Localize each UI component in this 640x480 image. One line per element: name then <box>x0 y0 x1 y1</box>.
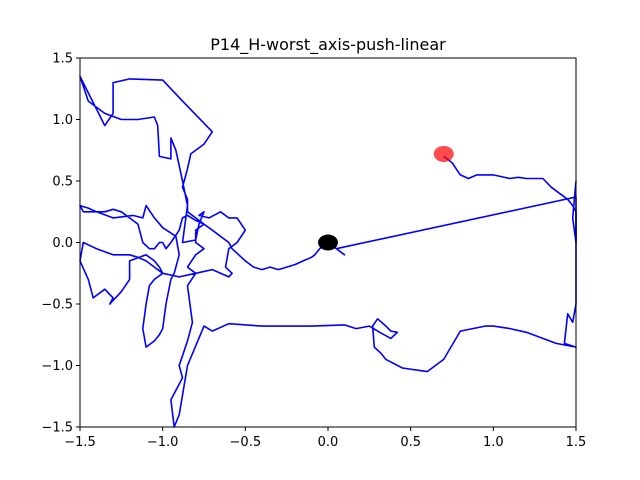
x-tick-label: 1.5 <box>566 435 587 450</box>
y-tick-label: −1.5 <box>41 421 73 436</box>
y-tick-label: 1.5 <box>52 52 73 67</box>
trajectory-line-2 <box>443 155 577 244</box>
x-tick-label: −1.5 <box>64 435 96 450</box>
start-marker <box>318 234 338 251</box>
x-tick-label: 0.0 <box>318 435 339 450</box>
chart-title: P14_H-worst_axis-push-linear <box>210 35 446 55</box>
x-tick-label: 0.5 <box>400 435 421 450</box>
x-axis: −1.5 −1.0 −0.5 0.0 0.5 1.0 1.5 <box>64 427 586 450</box>
y-tick-label: 1.0 <box>52 113 73 128</box>
y-tick-label: 0.0 <box>52 236 73 251</box>
goal-marker <box>433 145 454 162</box>
y-axis: 1.5 1.0 0.5 0.0 −0.5 −1.0 −1.5 <box>41 52 80 436</box>
x-tick-label: −1.0 <box>147 435 179 450</box>
trajectory-line-1 <box>79 75 577 428</box>
marker-layer <box>318 145 454 251</box>
x-tick-label: −0.5 <box>230 435 262 450</box>
y-tick-label: −1.0 <box>41 359 73 374</box>
trajectory-layer <box>79 75 577 428</box>
y-tick-label: 0.5 <box>52 175 73 190</box>
x-tick-label: 1.0 <box>483 435 504 450</box>
y-tick-label: −0.5 <box>41 298 73 313</box>
